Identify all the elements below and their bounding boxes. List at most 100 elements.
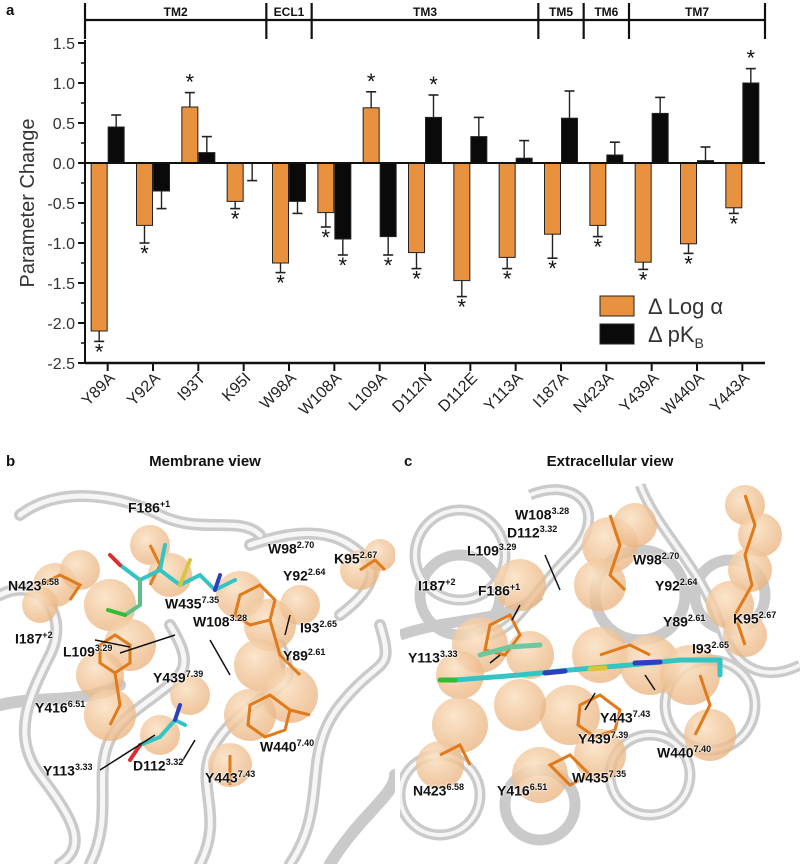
significance-asterisk: * xyxy=(276,271,285,296)
residue-name: I93 xyxy=(300,619,320,636)
residue-number: +1 xyxy=(509,582,521,592)
protein-ribbon-illustration-top xyxy=(400,482,800,846)
extracellular-label-n423: N4236.58 xyxy=(413,782,464,799)
x-tick-label-y439a: Y439A xyxy=(617,370,663,416)
x-tick-label-d112n: D112N xyxy=(389,370,435,416)
legend-label-1: Δ pKB xyxy=(648,322,704,351)
y-tick-label: -1.0 xyxy=(47,236,75,253)
extracellular-label-f186: F186+1 xyxy=(478,582,520,599)
bar-dpkb-y439a xyxy=(651,112,669,164)
residue-number: +2 xyxy=(445,577,456,587)
bar-dlogalpha-d112n xyxy=(408,162,425,254)
extracellular-view-structure xyxy=(400,475,800,864)
residue-name: L109 xyxy=(467,542,499,559)
extracellular-label-w98: W982.70 xyxy=(633,551,679,568)
significance-asterisk: * xyxy=(429,72,438,97)
residue-number: 7.40 xyxy=(296,738,315,748)
panel-b-letter: b xyxy=(6,453,16,470)
membrane-label-k95: K952.67 xyxy=(334,550,377,567)
membrane-label-y416: Y4166.51 xyxy=(35,699,85,716)
y-tick-label: -1.5 xyxy=(47,276,75,293)
membrane-label-d112: D1123.32 xyxy=(133,757,183,774)
y-tick-label: 0.0 xyxy=(53,156,75,173)
residue-name: Y92 xyxy=(283,567,308,584)
membrane-label-n423: N4236.58 xyxy=(8,577,59,594)
significance-asterisk: * xyxy=(639,267,648,292)
extracellular-label-y416: Y4166.51 xyxy=(497,782,547,799)
residue-name: Y416 xyxy=(497,782,530,799)
extracellular-label-y439: Y4397.39 xyxy=(578,730,628,747)
membrane-label-w98: W982.70 xyxy=(268,540,314,557)
residue-name: N423 xyxy=(8,577,42,594)
membrane-label-y113: Y1133.33 xyxy=(43,762,92,779)
residue-number: 7.43 xyxy=(237,769,256,779)
region-label-tm6: TM6 xyxy=(594,5,618,19)
significance-asterisk: * xyxy=(95,339,104,364)
residue-name: Y443 xyxy=(600,709,633,726)
residue-name: D112 xyxy=(133,757,166,774)
bar-dpkb-w108a xyxy=(334,162,352,240)
extracellular-label-d112: D1123.32 xyxy=(507,524,557,541)
significance-asterisk: * xyxy=(186,70,195,95)
residue-name: W435 xyxy=(572,769,609,786)
panel-b-title: Membrane view xyxy=(149,453,261,470)
bar-dpkb-i93t xyxy=(198,152,216,164)
membrane-label-y92: Y922.64 xyxy=(283,567,325,584)
significance-asterisk: * xyxy=(684,251,693,276)
membrane-label-l109: L1093.29 xyxy=(63,643,112,660)
extracellular-label-w108: W1083.28 xyxy=(515,506,569,523)
significance-asterisk: * xyxy=(339,253,348,278)
residue-number: 2.67 xyxy=(359,550,378,560)
residue-name: W108 xyxy=(193,613,230,630)
legend-swatch-1 xyxy=(599,323,635,345)
residue-number: 6.58 xyxy=(41,577,59,587)
extracellular-label-l109: L1093.29 xyxy=(467,542,516,559)
extracellular-label-i187: I187+2 xyxy=(418,577,456,594)
residue-number: +1 xyxy=(159,499,171,509)
extracellular-label-k95: K952.67 xyxy=(733,610,776,627)
residue-name: Y113 xyxy=(408,649,440,666)
x-tick-label-w108a: W108A xyxy=(296,370,345,419)
x-tick-label-y113a: Y113A xyxy=(481,370,526,415)
y-axis-label: Parameter Change xyxy=(17,119,39,288)
x-tick-label-l109a: L109A xyxy=(346,370,391,415)
residue-number: 7.39 xyxy=(185,669,204,679)
significance-asterisk: * xyxy=(458,295,467,320)
bar-dpkb-d112n xyxy=(425,116,442,164)
residue-name: Y113 xyxy=(43,762,75,779)
residue-name: Y439 xyxy=(578,730,611,747)
residue-number: 2.61 xyxy=(687,613,706,623)
residue-name: N423 xyxy=(413,782,447,799)
bar-dpkb-d112e xyxy=(470,136,488,164)
residue-name: F186 xyxy=(128,499,160,516)
legend-label-0: Δ Log α xyxy=(648,294,723,319)
legend-swatch-0 xyxy=(599,295,635,317)
bar-chart: TM2 ECL1 TM3 TM5 TM6 TM7 -2.5 -2.0 -1.5 -1.0 -0.5 0… xyxy=(17,3,767,419)
residue-number: 2.70 xyxy=(661,551,680,561)
residue-name: I187 xyxy=(418,577,446,594)
y-tick-label: 1.5 xyxy=(53,36,75,53)
residue-name: Y416 xyxy=(35,699,68,716)
residue-number: 7.35 xyxy=(201,595,220,605)
significance-asterisk: * xyxy=(231,207,240,232)
x-tick-label-w98a: W98A xyxy=(257,370,300,413)
residue-name: Y92 xyxy=(655,577,680,594)
x-tick-label-n423a: N423A xyxy=(571,370,618,417)
bar-dlogalpha-i187a xyxy=(544,162,561,235)
bar-dlogalpha-n423a xyxy=(589,162,607,226)
extracellular-label-y443: Y4437.43 xyxy=(600,709,650,726)
residue-number: 2.65 xyxy=(319,619,337,629)
region-label-ecl1: ECL1 xyxy=(274,5,305,19)
bar-dpkb-w98a xyxy=(289,162,306,202)
membrane-view-structure xyxy=(0,475,395,864)
x-tick-label-y443a: Y443A xyxy=(707,370,753,416)
residue-name: Y89 xyxy=(663,613,688,630)
extracellular-label-y92: Y922.64 xyxy=(655,577,697,594)
residue-number: 7.40 xyxy=(693,744,712,754)
membrane-label-i187: I187+2 xyxy=(15,630,53,647)
x-tick-label-k95i: K95I xyxy=(219,370,254,405)
residue-number: 3.33 xyxy=(439,649,458,659)
bar-dlogalpha-i93t xyxy=(181,106,199,164)
x-tick-label-y89a: Y89A xyxy=(79,370,119,410)
residue-name: D112 xyxy=(507,524,540,541)
